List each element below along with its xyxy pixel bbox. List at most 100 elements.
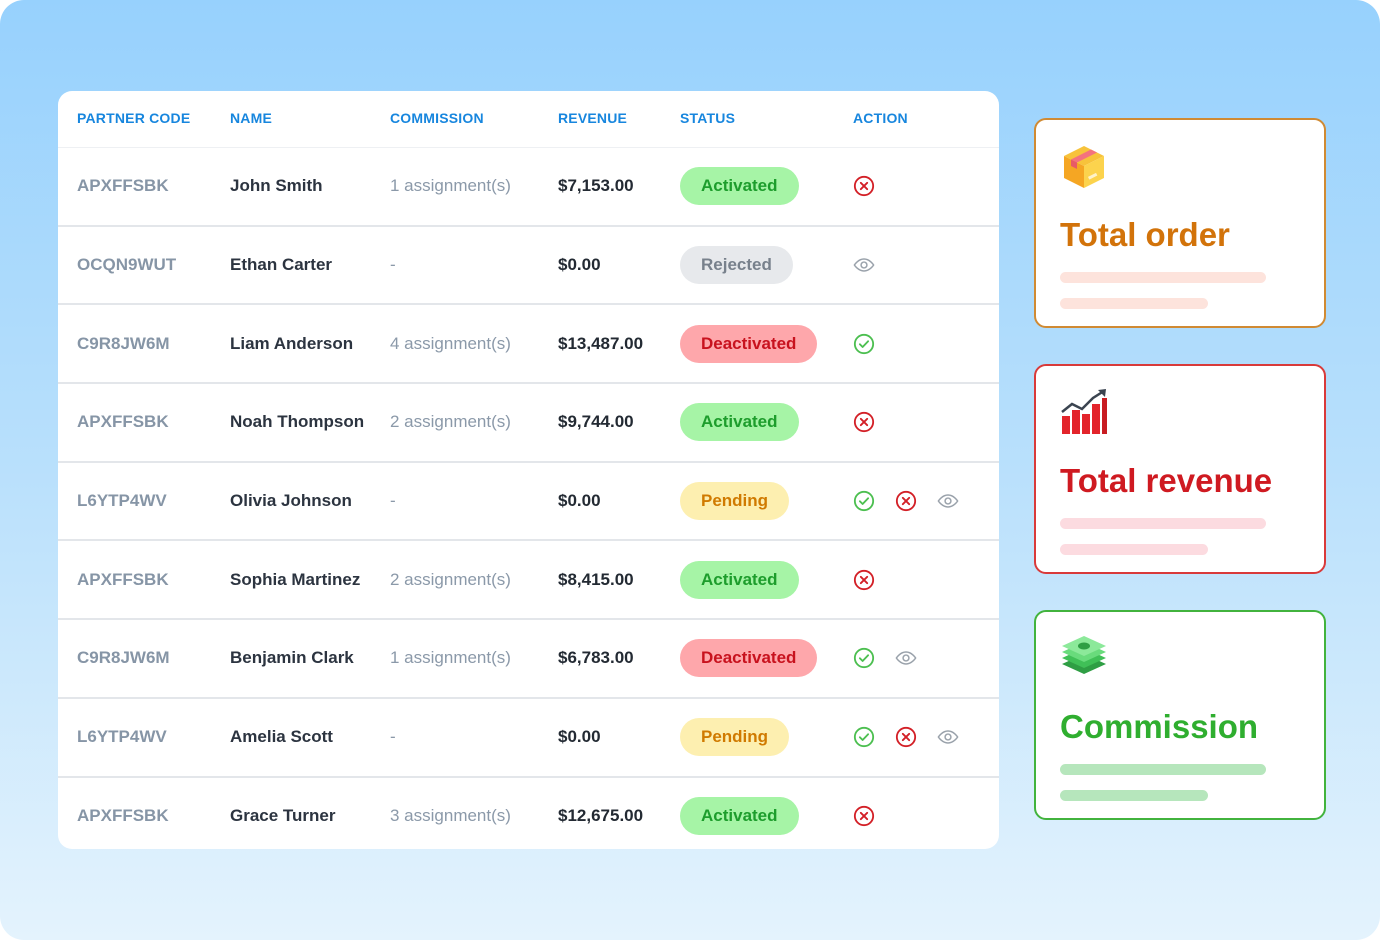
action-group xyxy=(853,254,875,276)
view-eye-icon[interactable] xyxy=(895,647,917,669)
action-group xyxy=(853,805,875,827)
commission-link[interactable]: 1 assignment(s) xyxy=(390,648,511,668)
partner-name: Amelia Scott xyxy=(230,727,333,747)
status-badge: Deactivated xyxy=(680,324,818,363)
status-badge: Rejected xyxy=(680,246,793,285)
partner-name: Ethan Carter xyxy=(230,255,333,275)
view-eye-icon[interactable] xyxy=(937,726,959,748)
partner-code: C9R8JW6M xyxy=(77,648,170,668)
package-box-icon xyxy=(1060,142,1108,190)
action-group xyxy=(853,490,959,512)
status-cell: Activated xyxy=(680,167,799,206)
header-commission[interactable]: COMMISSION xyxy=(390,110,484,126)
approve-check-icon[interactable] xyxy=(853,647,875,669)
revenue-value: $0.00 xyxy=(558,255,601,275)
reject-x-icon[interactable] xyxy=(853,569,875,591)
action-group xyxy=(853,175,875,197)
status-cell: Activated xyxy=(680,403,799,442)
status-badge: Pending xyxy=(680,482,790,521)
status-badge: Deactivated xyxy=(680,639,818,678)
table-body: APXFFSBK John Smith 1 assignment(s) $7,1… xyxy=(58,148,999,849)
action-group xyxy=(853,569,875,591)
table-row: L6YTP4WV Olivia Johnson - $0.00 Pending xyxy=(58,463,999,542)
status-cell: Pending xyxy=(680,482,790,521)
commission-link[interactable]: 2 assignment(s) xyxy=(390,569,511,589)
header-status[interactable]: STATUS xyxy=(680,110,736,126)
header-name[interactable]: NAME xyxy=(230,110,273,126)
table-row: APXFFSBK Noah Thompson 2 assignment(s) $… xyxy=(58,384,999,463)
table-row: C9R8JW6M Benjamin Clark 1 assignment(s) … xyxy=(58,620,999,699)
placeholder-bar xyxy=(1060,298,1208,309)
partner-code: C9R8JW6M xyxy=(77,333,170,353)
commission-link: - xyxy=(390,491,396,511)
reject-x-icon[interactable] xyxy=(895,490,917,512)
placeholder-bar xyxy=(1060,518,1266,529)
summary-card[interactable]: Total revenue xyxy=(1034,364,1326,574)
placeholder-bar xyxy=(1060,272,1266,283)
money-stack-icon xyxy=(1060,634,1108,682)
reject-x-icon[interactable] xyxy=(853,175,875,197)
partner-code: OCQN9WUT xyxy=(77,255,177,275)
partner-code: APXFFSBK xyxy=(77,805,169,825)
status-cell: Activated xyxy=(680,560,799,599)
partner-name: Olivia Johnson xyxy=(230,491,352,511)
partner-name: John Smith xyxy=(230,176,323,196)
partner-name: Benjamin Clark xyxy=(230,648,354,668)
approve-check-icon[interactable] xyxy=(853,333,875,355)
commission-link[interactable]: 2 assignment(s) xyxy=(390,412,511,432)
approve-check-icon[interactable] xyxy=(853,726,875,748)
commission-link[interactable]: 4 assignment(s) xyxy=(390,333,511,353)
placeholder-bar xyxy=(1060,790,1208,801)
action-group xyxy=(853,411,875,433)
revenue-value: $7,153.00 xyxy=(558,176,634,196)
status-badge: Activated xyxy=(680,560,799,599)
card-title: Commission xyxy=(1060,708,1259,745)
growth-chart-icon xyxy=(1060,388,1108,436)
revenue-value: $0.00 xyxy=(558,491,601,511)
header-partner-code[interactable]: PARTNER CODE xyxy=(77,110,191,126)
partner-code: APXFFSBK xyxy=(77,176,169,196)
partners-table: PARTNER CODE NAME COMMISSION REVENUE STA… xyxy=(58,91,999,849)
card-title: Total revenue xyxy=(1060,462,1273,499)
partner-code: L6YTP4WV xyxy=(77,727,167,747)
table-row: C9R8JW6M Liam Anderson 4 assignment(s) $… xyxy=(58,305,999,385)
header-action: ACTION xyxy=(853,110,908,126)
placeholder-bar xyxy=(1060,544,1208,555)
partner-code: APXFFSBK xyxy=(77,569,169,589)
table-row: APXFFSBK John Smith 1 assignment(s) $7,1… xyxy=(58,148,999,227)
partner-name: Sophia Martinez xyxy=(230,569,361,589)
revenue-value: $12,675.00 xyxy=(558,805,644,825)
commission-link: - xyxy=(390,727,396,747)
status-badge: Pending xyxy=(680,718,790,757)
commission-link: - xyxy=(390,255,396,275)
status-cell: Deactivated xyxy=(680,639,818,678)
reject-x-icon[interactable] xyxy=(853,411,875,433)
card-title: Total order xyxy=(1060,216,1230,253)
status-cell: Deactivated xyxy=(680,324,818,363)
status-badge: Activated xyxy=(680,167,799,206)
commission-link[interactable]: 1 assignment(s) xyxy=(390,176,511,196)
commission-link[interactable]: 3 assignment(s) xyxy=(390,805,511,825)
status-cell: Activated xyxy=(680,796,799,835)
action-group xyxy=(853,726,959,748)
view-eye-icon[interactable] xyxy=(937,490,959,512)
revenue-value: $13,487.00 xyxy=(558,333,644,353)
status-cell: Rejected xyxy=(680,246,793,285)
reject-x-icon[interactable] xyxy=(853,805,875,827)
partner-code: L6YTP4WV xyxy=(77,491,167,511)
revenue-value: $6,783.00 xyxy=(558,648,634,668)
approve-check-icon[interactable] xyxy=(853,490,875,512)
header-revenue[interactable]: REVENUE xyxy=(558,110,628,126)
summary-card[interactable]: Total order xyxy=(1034,118,1326,328)
view-eye-icon[interactable] xyxy=(853,254,875,276)
partner-name: Noah Thompson xyxy=(230,412,365,432)
action-group xyxy=(853,333,875,355)
partner-code: APXFFSBK xyxy=(77,412,169,432)
table-row: L6YTP4WV Amelia Scott - $0.00 Pending xyxy=(58,699,999,778)
status-badge: Activated xyxy=(680,796,799,835)
revenue-value: $8,415.00 xyxy=(558,569,634,589)
reject-x-icon[interactable] xyxy=(895,726,917,748)
summary-card[interactable]: Commission xyxy=(1034,610,1326,820)
action-group xyxy=(853,647,917,669)
